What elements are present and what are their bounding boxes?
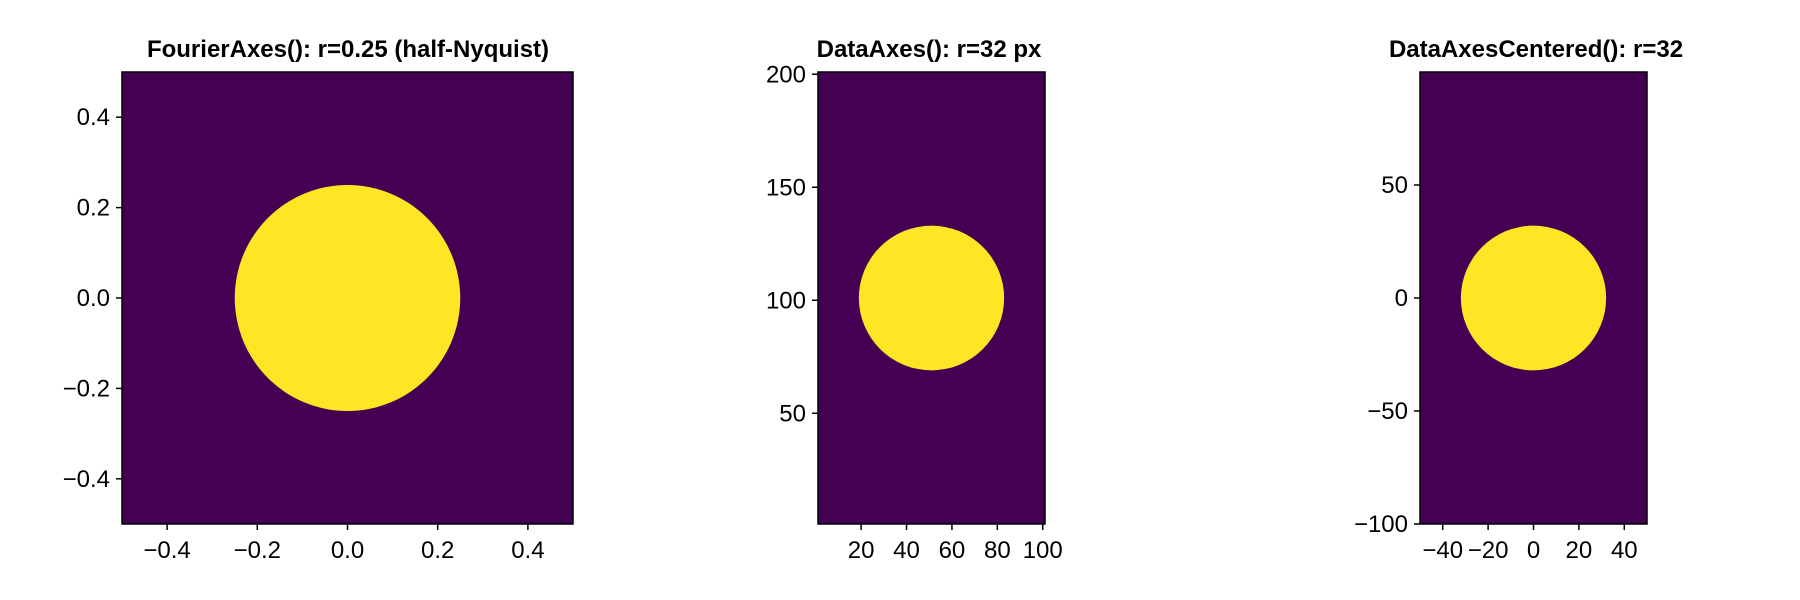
x-tick-label: 40	[893, 537, 920, 564]
panel-data-axes: DataAxes(): r=32 px 20 40 60 80 100 50 100 150 2…	[766, 36, 1063, 564]
y-tick-label: 200	[766, 61, 806, 88]
x-tick-label: 0.2	[421, 537, 454, 564]
chart-title: DataAxes(): r=32 px	[817, 36, 1042, 63]
disk-mask	[1460, 225, 1607, 371]
x-tick-label: 0.4	[511, 537, 544, 564]
y-tick-label: 0	[1395, 285, 1408, 312]
x-tick-label: 20	[1566, 537, 1593, 564]
chart-title: FourierAxes(): r=0.25 (half-Nyquist)	[147, 36, 549, 63]
x-tick-label: −20	[1468, 537, 1509, 564]
x-tick-label: −0.4	[143, 537, 190, 564]
x-tick-label: 0.0	[331, 537, 364, 564]
x-tick-label: 20	[848, 537, 875, 564]
y-tick-label: −0.4	[63, 466, 110, 493]
chart-title: DataAxesCentered(): r=32	[1389, 36, 1683, 63]
x-tick-label: 40	[1611, 537, 1638, 564]
y-tick-label: −100	[1354, 511, 1408, 538]
disk-mask	[858, 225, 1005, 371]
y-tick-label: −0.2	[63, 375, 110, 402]
x-tick-label: 100	[1023, 537, 1063, 564]
y-tick-label: 100	[766, 287, 806, 314]
axes-frame	[817, 71, 1046, 525]
x-tick-label: −0.2	[234, 537, 281, 564]
y-tick-label: 0.0	[77, 285, 110, 312]
y-tick-label: 0.2	[77, 195, 110, 222]
y-tick-label: 150	[766, 174, 806, 201]
x-tick-label: 80	[984, 537, 1011, 564]
x-tick-label: 60	[939, 537, 966, 564]
x-tick-label: −40	[1422, 537, 1463, 564]
y-tick-label: 50	[779, 400, 806, 427]
x-tick-label: 0	[1527, 537, 1540, 564]
panel-data-axes-centered: DataAxesCentered(): r=32 −40 −20 0 20 40 −100…	[1354, 36, 1683, 564]
panel-fourier-axes: FourierAxes(): r=0.25 (half-Nyquist) −0.…	[63, 36, 574, 564]
y-tick-label: 50	[1381, 172, 1408, 199]
y-tick-label: 0.4	[77, 104, 110, 131]
y-tick-label: −50	[1367, 398, 1408, 425]
disk-mask	[234, 185, 461, 411]
